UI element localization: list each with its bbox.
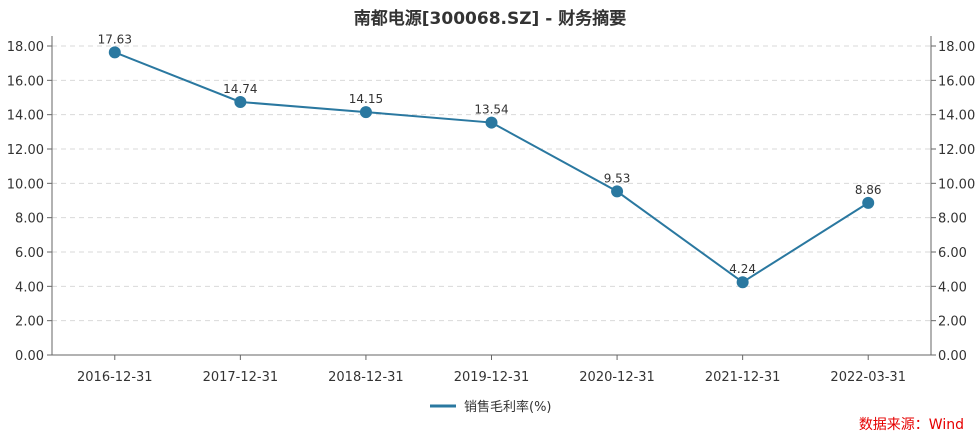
y2-tick-label: 16.00 bbox=[938, 74, 975, 89]
y2-tick-label: 0.00 bbox=[938, 349, 967, 364]
data-point bbox=[485, 116, 498, 129]
data-point bbox=[611, 185, 624, 198]
y2-tick-label: 14.00 bbox=[938, 109, 975, 124]
data-label: 14.15 bbox=[349, 92, 383, 106]
x-tick-label: 2022-03-31 bbox=[830, 370, 906, 385]
y-tick-label: 6.00 bbox=[15, 246, 44, 261]
y2-tick-label: 4.00 bbox=[938, 280, 967, 295]
chart-title: 南都电源[300068.SZ] - 财务摘要 bbox=[353, 9, 627, 29]
x-tick-label: 2017-12-31 bbox=[203, 370, 279, 385]
data-point bbox=[359, 106, 372, 119]
x-tick-label: 2016-12-31 bbox=[77, 370, 153, 385]
y2-tick-label: 12.00 bbox=[938, 143, 975, 158]
y2-tick-label: 18.00 bbox=[938, 40, 975, 55]
data-point bbox=[108, 46, 121, 59]
data-label: 17.63 bbox=[98, 32, 132, 46]
y-tick-label: 18.00 bbox=[7, 40, 44, 55]
data-label: 8.86 bbox=[855, 183, 882, 197]
data-source-note: 数据来源：Wind bbox=[858, 417, 964, 433]
y-tick-label: 12.00 bbox=[7, 143, 44, 158]
y-tick-label: 8.00 bbox=[15, 212, 44, 227]
y-tick-label: 16.00 bbox=[7, 74, 44, 89]
y2-tick-label: 6.00 bbox=[938, 246, 967, 261]
y-tick-label: 10.00 bbox=[7, 177, 44, 192]
x-tick-label: 2021-12-31 bbox=[705, 370, 781, 385]
x-tick-label: 2019-12-31 bbox=[454, 370, 530, 385]
data-label: 14.74 bbox=[223, 82, 257, 96]
data-label: 13.54 bbox=[474, 103, 508, 117]
y2-tick-label: 8.00 bbox=[938, 212, 967, 227]
y-tick-label: 2.00 bbox=[15, 315, 44, 330]
data-label: 9.53 bbox=[604, 171, 631, 185]
data-point bbox=[736, 276, 749, 289]
x-tick-label: 2020-12-31 bbox=[579, 370, 655, 385]
x-tick-label: 2018-12-31 bbox=[328, 370, 404, 385]
data-label: 4.24 bbox=[729, 262, 756, 276]
data-point bbox=[862, 196, 875, 209]
y-tick-label: 4.00 bbox=[15, 280, 44, 295]
legend-label: 销售毛利率(%) bbox=[464, 399, 552, 415]
data-point bbox=[234, 95, 247, 108]
y-tick-label: 14.00 bbox=[7, 109, 44, 124]
y2-tick-label: 10.00 bbox=[938, 177, 975, 192]
y-tick-label: 0.00 bbox=[15, 349, 44, 364]
y2-tick-label: 2.00 bbox=[938, 315, 967, 330]
